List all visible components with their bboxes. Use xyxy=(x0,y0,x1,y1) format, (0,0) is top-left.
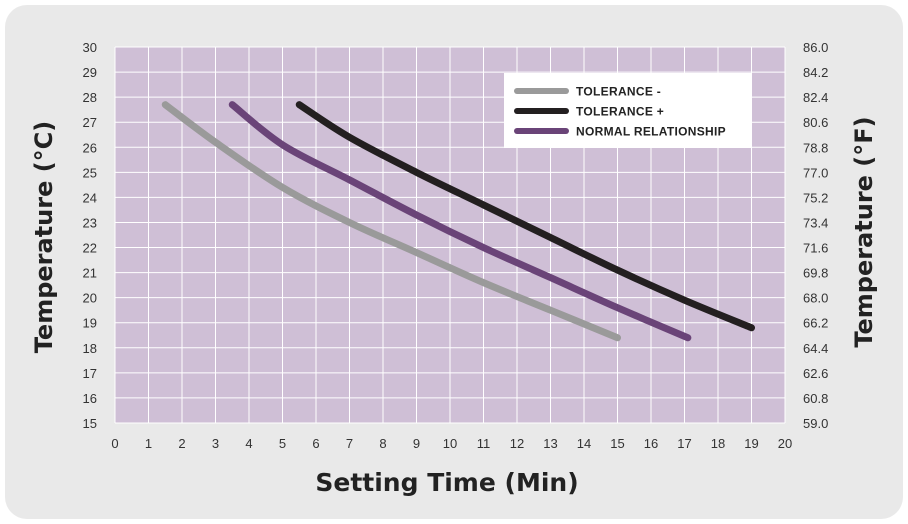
y-right-tick-label: 64.4 xyxy=(803,341,828,356)
y-right-tick-label: 68.0 xyxy=(803,291,828,306)
y-left-tick-label: 17 xyxy=(83,366,97,381)
y-right-tick-label: 84.2 xyxy=(803,65,828,80)
y-right-tick-label: 80.6 xyxy=(803,115,828,130)
series-lines xyxy=(161,101,755,342)
x-tick-label: 15 xyxy=(610,436,624,451)
y-right-tick-label: 75.2 xyxy=(803,190,828,205)
y-right-tick-label: 73.4 xyxy=(803,215,828,230)
x-tick-label: 8 xyxy=(379,436,386,451)
x-tick-label: 16 xyxy=(644,436,658,451)
y-left-tick-label: 16 xyxy=(83,391,97,406)
y-right-tick-label: 71.6 xyxy=(803,241,828,256)
x-tick-label: 2 xyxy=(178,436,185,451)
y-left-tick-label: 25 xyxy=(83,165,97,180)
x-tick-label: 9 xyxy=(413,436,420,451)
y-left-tick-label: 23 xyxy=(83,215,97,230)
y-left-tick-label: 30 xyxy=(83,40,97,55)
y-left-tick-label: 26 xyxy=(83,140,97,155)
x-tick-label: 5 xyxy=(279,436,286,451)
y-left-tick-label: 27 xyxy=(83,115,97,130)
x-tick-label: 18 xyxy=(711,436,725,451)
x-tick-label: 12 xyxy=(510,436,524,451)
series-line xyxy=(295,101,755,332)
y-left-tick-label: 21 xyxy=(83,266,97,281)
x-tick-label: 13 xyxy=(543,436,557,451)
x-tick-label: 1 xyxy=(145,436,152,451)
series-line xyxy=(228,101,692,342)
y-right-tick-label: 62.6 xyxy=(803,366,828,381)
y-right-tick-label: 86.0 xyxy=(803,40,828,55)
x-tick-label: 7 xyxy=(346,436,353,451)
y-left-tick-label: 28 xyxy=(83,90,97,105)
x-tick-label: 0 xyxy=(111,436,118,451)
y-right-tick-label: 78.8 xyxy=(803,140,828,155)
x-tick-label: 10 xyxy=(443,436,457,451)
series-line xyxy=(161,101,621,342)
y-left-tick-label: 18 xyxy=(83,341,97,356)
y-axis-left-ticks: 15 16 17 18 19 20 21 22 23 24 25 26 27 28 29 30 xyxy=(83,40,97,431)
y-right-tick-label: 66.2 xyxy=(803,316,828,331)
x-axis-ticks: 0 1 2 3 4 5 6 7 8 9 10 11 12 13 14 15 16 17 18 19 20 xyxy=(111,436,792,451)
legend: TOLERANCE - TOLERANCE + NORMAL RELATIONSHI… xyxy=(504,73,751,148)
legend-label: NORMAL RELATIONSHIP xyxy=(576,125,726,139)
y-axis-right-title: Temperature (°F) xyxy=(850,116,878,347)
y-right-tick-label: 59.0 xyxy=(803,416,828,431)
x-axis-title: Setting Time (Min) xyxy=(315,468,578,497)
y-right-tick-label: 82.4 xyxy=(803,90,828,105)
x-tick-label: 19 xyxy=(744,436,758,451)
y-left-tick-label: 20 xyxy=(83,291,97,306)
y-right-tick-label: 77.0 xyxy=(803,165,828,180)
y-left-tick-label: 15 xyxy=(83,416,97,431)
y-left-tick-label: 29 xyxy=(83,65,97,80)
x-tick-label: 4 xyxy=(245,436,252,451)
x-tick-label: 11 xyxy=(477,436,491,451)
x-tick-label: 6 xyxy=(312,436,319,451)
x-tick-label: 3 xyxy=(212,436,219,451)
legend-label: TOLERANCE - xyxy=(576,85,661,99)
y-left-tick-label: 22 xyxy=(83,241,97,256)
y-left-tick-label: 19 xyxy=(83,316,97,331)
y-axis-right-ticks: 59.0 60.8 62.6 64.4 66.2 68.0 69.8 71.6 73.4 75.2… xyxy=(803,40,828,431)
y-left-tick-label: 24 xyxy=(83,190,97,205)
x-tick-label: 20 xyxy=(778,436,792,451)
y-axis-left-title: Temperature (°C) xyxy=(30,121,58,354)
y-right-tick-label: 60.8 xyxy=(803,391,828,406)
y-right-tick-label: 69.8 xyxy=(803,266,828,281)
x-tick-label: 14 xyxy=(577,436,591,451)
legend-label: TOLERANCE + xyxy=(576,105,664,119)
x-tick-label: 17 xyxy=(677,436,691,451)
